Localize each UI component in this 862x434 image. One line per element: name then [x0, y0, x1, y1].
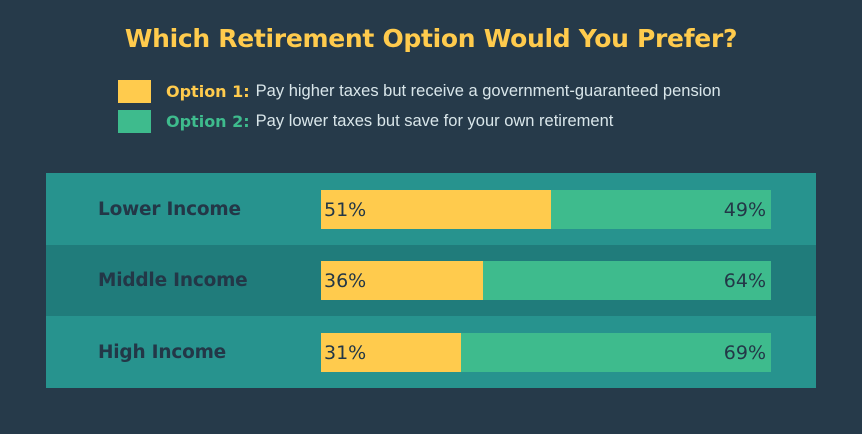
stacked-bar: 31% 69% [321, 333, 771, 372]
chart-panel: Lower Income 51% 49% Middle Income 36% 64% Hig… [46, 173, 816, 388]
legend-swatch-option-2 [118, 109, 151, 133]
category-label: Middle Income [98, 270, 248, 291]
stacked-bar: 51% 49% [321, 190, 771, 229]
data-label: 51% [324, 198, 367, 221]
bar-segment-option-2: 69% [460, 333, 771, 372]
data-label: 31% [324, 341, 367, 364]
chart-row: Middle Income 36% 64% [46, 245, 816, 316]
chart-title: Which Retirement Option Would You Prefer… [124, 24, 738, 53]
data-label: 49% [723, 198, 766, 221]
stacked-bar: 36% 64% [321, 261, 771, 300]
bar-segment-option-2: 64% [483, 261, 771, 300]
chart-row: High Income 31% 69% [46, 316, 816, 388]
bar-segment-option-1: 51% [321, 190, 551, 229]
data-label: 36% [324, 269, 367, 292]
legend: Option 1: Pay higher taxes but receive a… [118, 78, 721, 138]
legend-item-option-1: Option 1: Pay higher taxes but receive a… [118, 78, 721, 104]
legend-key-option-2: Option 2: [166, 111, 250, 131]
legend-text-option-1: Pay higher taxes but receive a governmen… [255, 81, 721, 100]
bar-segment-option-1: 31% [321, 333, 461, 372]
bar-segment-option-2: 49% [550, 190, 771, 229]
legend-text-option-2: Pay lower taxes but save for your own re… [255, 111, 614, 130]
legend-swatch-option-1 [118, 79, 151, 103]
category-label: High Income [98, 341, 227, 363]
legend-key-option-1: Option 1: [166, 81, 250, 101]
chart-row: Lower Income 51% 49% [46, 173, 816, 245]
data-label: 64% [723, 269, 766, 292]
legend-item-option-2: Option 2: Pay lower taxes but save for y… [118, 108, 721, 134]
bar-segment-option-1: 36% [321, 261, 483, 300]
data-label: 69% [723, 341, 766, 364]
category-label: Lower Income [98, 198, 241, 220]
